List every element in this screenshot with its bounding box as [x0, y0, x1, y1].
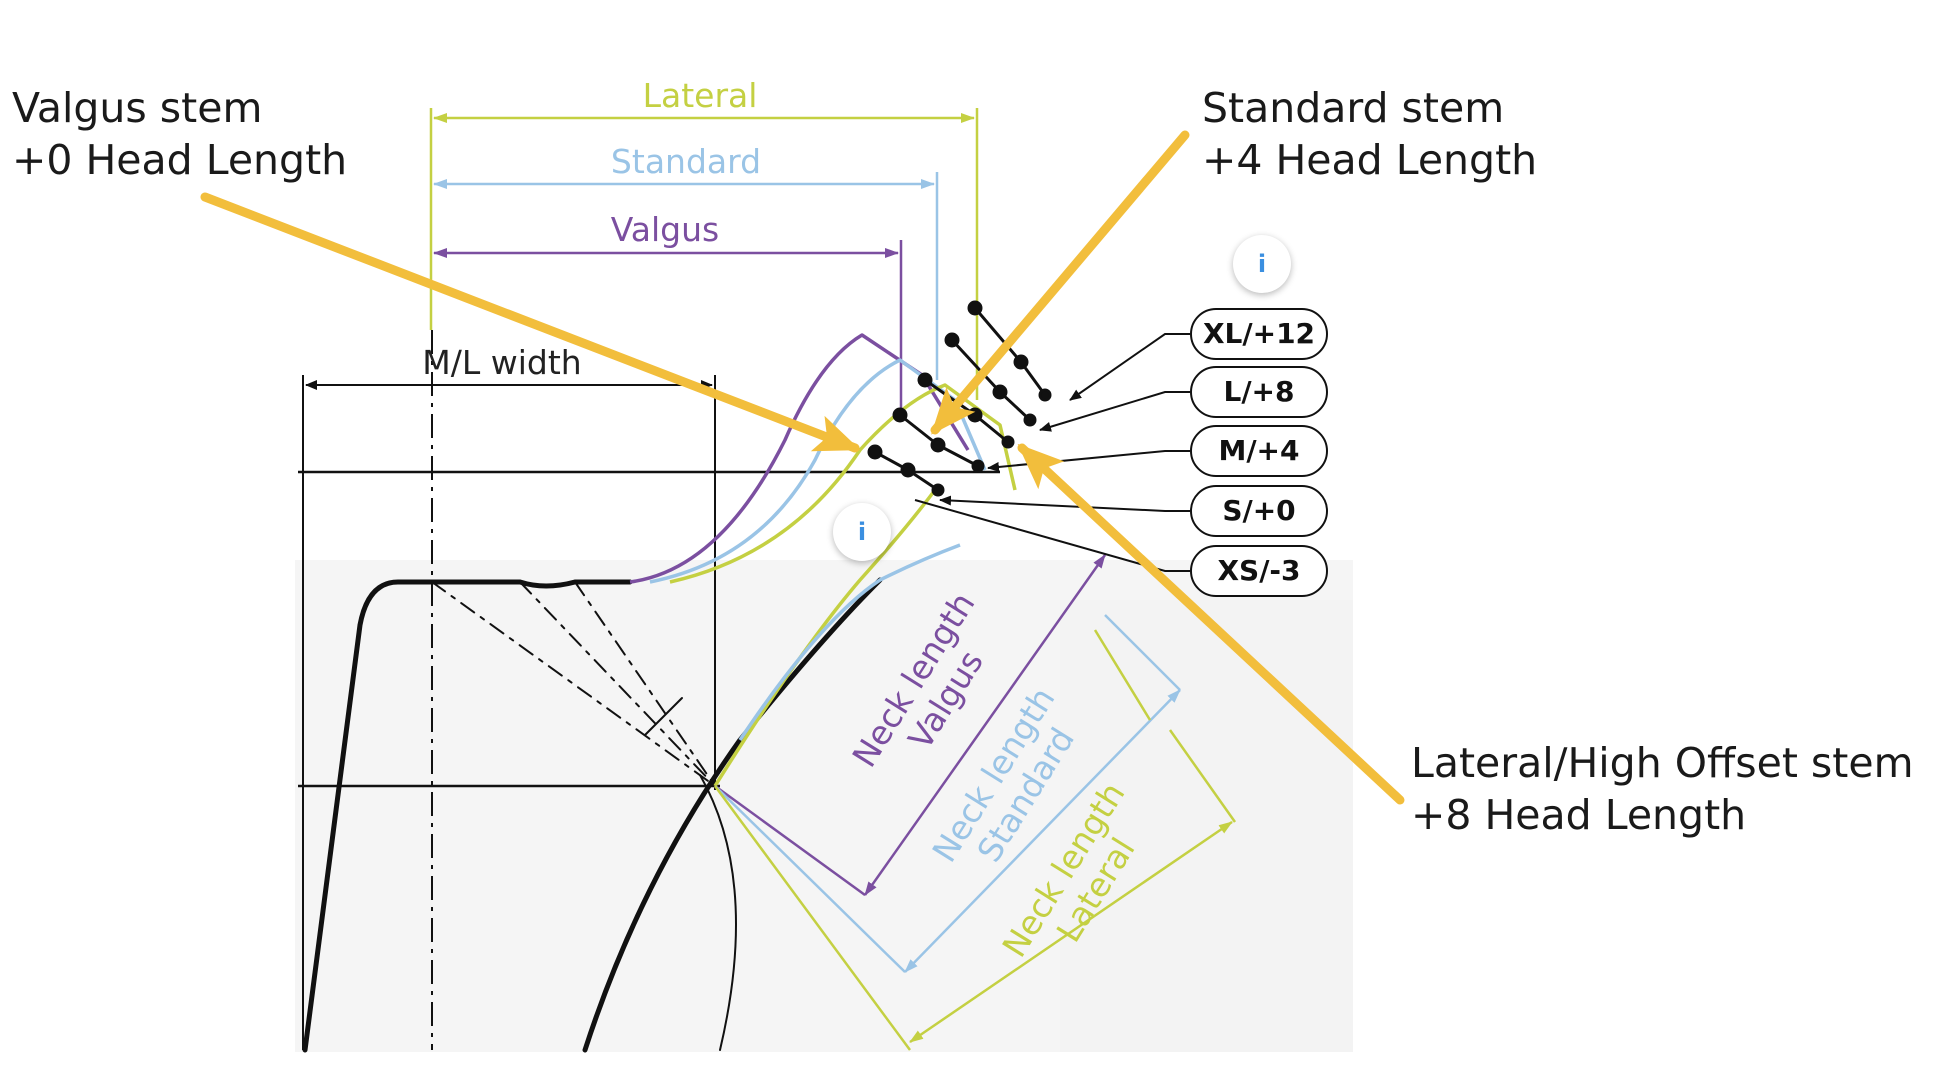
standard-callout-line1: Standard stem [1202, 84, 1505, 132]
size-tag-m: M/+4 [1190, 425, 1328, 477]
ml-width-label: M/L width [422, 343, 582, 382]
callout-arrows [200, 130, 1405, 805]
valgus-callout-line2: +0 Head Length [12, 136, 348, 184]
size-tag-xl: XL/+12 [1190, 308, 1328, 360]
ml-width-dimension [298, 330, 1000, 1050]
neck-length-dimensions [713, 554, 1237, 1051]
size-tag-s: S/+0 [1190, 485, 1328, 537]
lateral-stem-callout: Lateral/High Offset stem +8 Head Length [1411, 737, 1914, 841]
info-icon[interactable]: i [1233, 235, 1291, 293]
standard-stem-callout: Standard stem +4 Head Length [1202, 82, 1537, 186]
valgus-width-label: Valgus [610, 210, 720, 249]
head-size-markers [867, 300, 1052, 497]
size-tag-l: L/+8 [1190, 366, 1328, 418]
lateral-callout-line1: Lateral/High Offset stem [1411, 739, 1914, 787]
lateral-callout-line2: +8 Head Length [1411, 791, 1747, 839]
lateral-width-label: Lateral [642, 76, 758, 115]
valgus-stem-callout: Valgus stem +0 Head Length [12, 82, 347, 186]
standard-width-label: Standard [610, 142, 762, 181]
size-tag-xs: XS/-3 [1190, 545, 1328, 597]
width-dimensions [429, 108, 979, 420]
info-icon[interactable]: i [833, 503, 891, 561]
standard-callout-line2: +4 Head Length [1202, 136, 1538, 184]
size-tag-leaders [914, 333, 1190, 572]
stem-outline [302, 577, 883, 1053]
valgus-callout-line1: Valgus stem [12, 84, 263, 132]
